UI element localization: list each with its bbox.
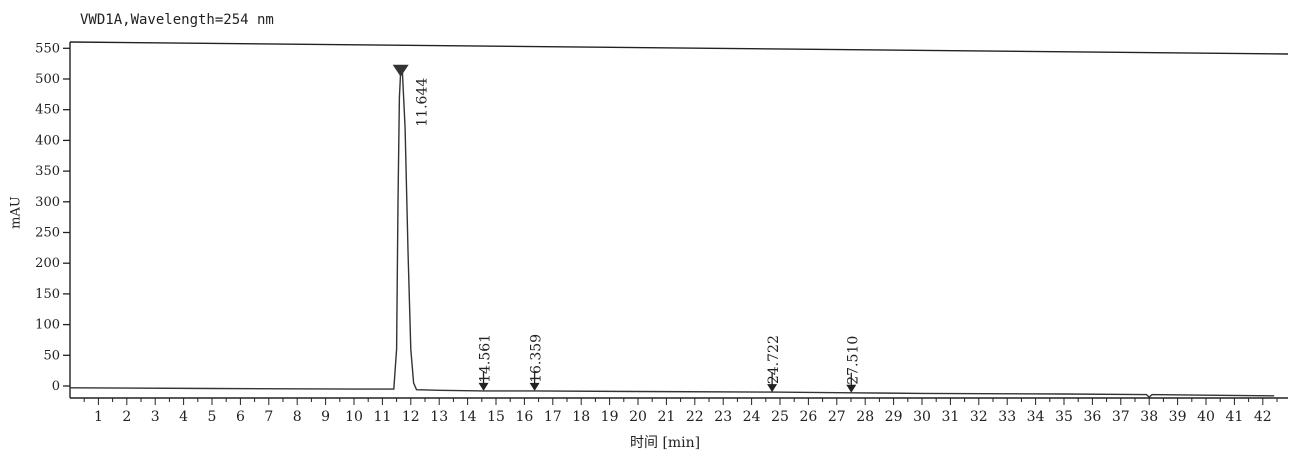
x-tick-label: 1	[94, 409, 103, 425]
x-tick-label: 20	[629, 409, 647, 425]
y-tick-label: 100	[35, 318, 60, 333]
x-tick-label: 19	[601, 409, 619, 425]
x-tick-label: 17	[544, 409, 562, 425]
y-tick-label: 400	[35, 133, 60, 148]
peak-label: 27.510	[845, 336, 861, 385]
y-tick-label: 500	[35, 72, 60, 87]
x-tick-label: 5	[208, 409, 217, 425]
y-tick-label: 550	[35, 41, 60, 56]
x-tick-label: 6	[236, 409, 245, 425]
x-tick-label: 32	[970, 409, 988, 425]
x-tick-label: 12	[402, 409, 420, 425]
x-tick-label: 39	[1169, 409, 1187, 425]
top-border-line	[69, 41, 1289, 55]
peak-marker	[392, 64, 409, 77]
chromatogram-trace	[69, 66, 1275, 399]
peak-label: 24.722	[766, 335, 782, 384]
peak-label: 14.561	[478, 334, 494, 383]
peak-marker	[767, 384, 778, 393]
x-axis-label: 时间 [min]	[630, 435, 701, 451]
y-tick-label: 450	[35, 103, 60, 118]
peak-marker	[529, 382, 540, 391]
y-tick-label: 350	[35, 164, 60, 179]
x-tick-label: 2	[122, 409, 131, 425]
x-tick-label: 14	[459, 409, 477, 425]
y-tick-label: 150	[35, 287, 60, 302]
x-tick-label: 10	[345, 409, 363, 425]
x-tick-label: 15	[487, 409, 505, 425]
x-tick-label: 11	[373, 409, 391, 425]
chart-title: VWD1A,Wavelength=254 nm	[80, 12, 274, 28]
x-tick-label: 25	[771, 409, 789, 425]
x-tick-label: 35	[1055, 409, 1073, 425]
x-tick-label: 13	[430, 409, 448, 425]
x-tick-label: 28	[856, 409, 874, 425]
x-tick-label: 42	[1254, 409, 1272, 425]
x-tick-label: 22	[686, 409, 704, 425]
x-tick-label: 18	[572, 409, 590, 425]
x-tick-label: 27	[828, 409, 846, 425]
x-tick-label: 40	[1197, 409, 1215, 425]
x-tick-label: 37	[1112, 409, 1130, 425]
peak-label: 11.644	[415, 78, 431, 127]
x-tick-label: 21	[657, 409, 675, 425]
x-tick-label: 8	[293, 409, 302, 425]
peak-label: 16.359	[529, 334, 545, 383]
x-tick-label: 33	[998, 409, 1016, 425]
x-tick-label: 4	[179, 409, 188, 425]
y-tick-label: 200	[35, 256, 60, 271]
peak-marker	[478, 382, 489, 391]
y-tick-label: 0	[52, 379, 60, 394]
x-tick-label: 9	[321, 409, 330, 425]
x-tick-label: 16	[515, 409, 533, 425]
x-tick-label: 26	[799, 409, 817, 425]
x-tick-label: 31	[941, 409, 959, 425]
x-tick-label: 30	[913, 409, 931, 425]
y-tick-label: 250	[35, 226, 60, 241]
x-tick-label: 36	[1083, 409, 1101, 425]
x-tick-label: 34	[1027, 409, 1045, 425]
x-tick-label: 24	[743, 409, 761, 425]
x-tick-label: 29	[885, 409, 903, 425]
x-tick-label: 41	[1225, 409, 1243, 425]
peak-marker	[846, 384, 857, 393]
x-tick-label: 3	[151, 409, 160, 425]
x-tick-label: 23	[714, 409, 732, 425]
x-tick-label: 7	[264, 409, 273, 425]
x-tick-label: 38	[1140, 409, 1158, 425]
y-tick-label: 50	[43, 348, 60, 363]
y-tick-label: 300	[35, 195, 60, 210]
